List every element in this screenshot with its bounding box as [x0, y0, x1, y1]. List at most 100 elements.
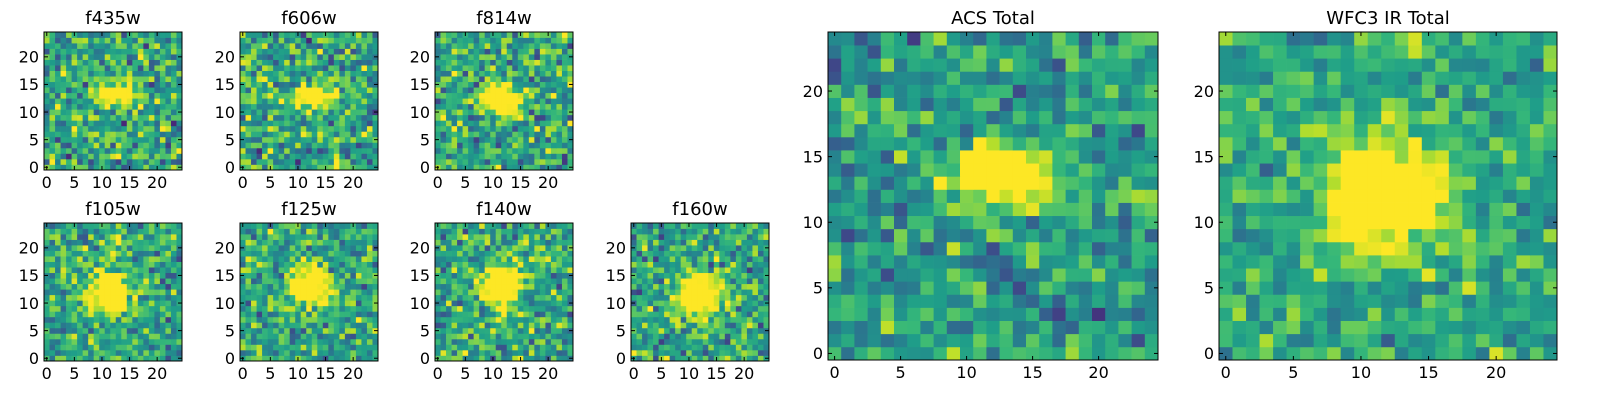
heatmap-cell	[82, 239, 89, 246]
heatmap-cell	[506, 81, 513, 88]
heatmap-cell	[539, 300, 546, 307]
heatmap-cell	[126, 120, 133, 127]
heatmap-cell	[642, 344, 648, 351]
heatmap-cell	[880, 241, 895, 256]
heatmap-cell	[642, 261, 648, 268]
heatmap-cell	[49, 125, 56, 132]
heatmap-cell	[355, 164, 362, 171]
heatmap-cell	[675, 283, 682, 290]
heatmap-cell	[561, 322, 568, 329]
heatmap-cell	[1026, 268, 1040, 282]
heatmap-cell	[512, 76, 519, 83]
heatmap-cell	[366, 338, 373, 345]
heatmap-cell	[719, 305, 726, 312]
heatmap-cell	[344, 131, 351, 138]
heatmap-cell	[457, 272, 463, 279]
heatmap-cell	[77, 349, 83, 356]
heatmap-cell	[295, 289, 302, 296]
heatmap-cell	[490, 333, 497, 340]
heatmap-cell	[66, 158, 72, 165]
heatmap-cell	[457, 278, 463, 285]
heatmap-cell	[435, 228, 441, 235]
heatmap-cell	[534, 305, 541, 312]
heatmap-cell	[702, 300, 709, 307]
heatmap-cell	[658, 338, 665, 345]
heatmap-cell	[697, 344, 704, 351]
heatmap-cell	[93, 349, 100, 356]
heatmap-cell	[262, 153, 268, 160]
heatmap-cell	[479, 158, 486, 165]
heatmap-cell	[484, 283, 491, 290]
heatmap-cell	[306, 131, 313, 138]
heatmap-cell	[680, 322, 687, 329]
heatmap-cell	[457, 114, 463, 121]
heatmap-cell	[735, 322, 742, 329]
heatmap-cell	[317, 120, 324, 127]
heatmap-cell	[894, 241, 908, 256]
heatmap-cell	[713, 338, 720, 345]
heatmap-cell	[137, 153, 144, 160]
heatmap-cell	[473, 153, 480, 160]
heatmap-cell	[148, 283, 155, 290]
heatmap-cell	[561, 131, 568, 138]
heatmap-cell	[1065, 241, 1080, 256]
heatmap-cell	[539, 223, 546, 229]
heatmap-cell	[289, 125, 296, 132]
heatmap-cell	[545, 333, 552, 340]
heatmap-cell	[1039, 346, 1053, 361]
heatmap-cell	[550, 136, 557, 143]
heatmap-cell	[137, 239, 144, 246]
heatmap-cell	[289, 87, 296, 94]
heatmap-cell	[506, 70, 513, 77]
heatmap-cell	[647, 305, 654, 312]
heatmap-cell	[372, 278, 379, 285]
heatmap-cell	[317, 283, 324, 290]
heatmap-cell	[512, 267, 519, 274]
heatmap-cell	[60, 294, 67, 301]
heatmap-cell	[550, 153, 557, 160]
heatmap-cell	[556, 305, 563, 312]
heatmap-cell	[741, 289, 748, 296]
heatmap-cell	[457, 158, 463, 165]
heatmap-cell	[741, 283, 748, 290]
heatmap-cell	[306, 338, 313, 345]
heatmap-cell	[484, 147, 491, 154]
heatmap-cell	[506, 333, 513, 340]
heatmap-cell	[1144, 176, 1159, 190]
heatmap-cell	[468, 327, 474, 334]
heatmap-cell	[251, 109, 257, 116]
heatmap-cell	[344, 316, 351, 323]
heatmap-cell	[435, 322, 441, 329]
heatmap-cell	[306, 43, 313, 49]
heatmap-cell	[567, 37, 574, 44]
heatmap-cell	[534, 109, 541, 116]
heatmap-cell	[512, 256, 519, 262]
heatmap-cell	[93, 147, 100, 154]
heatmap-cell	[121, 316, 128, 323]
heatmap-cell	[267, 120, 274, 127]
heatmap-cell	[435, 120, 441, 127]
heatmap-cell	[484, 355, 491, 362]
heatmap-cell	[328, 54, 335, 60]
heatmap-cell	[240, 250, 246, 257]
heatmap-cell	[311, 92, 318, 99]
heatmap-cell	[306, 327, 313, 334]
heatmap-cell	[328, 239, 335, 246]
heatmap-cell	[534, 333, 541, 340]
heatmap-cells-f160w	[631, 223, 770, 362]
heatmap-cell	[1118, 281, 1132, 295]
heatmap-cell	[468, 131, 474, 138]
heatmap-cell	[647, 327, 654, 334]
heatmap-cell	[752, 256, 759, 262]
heatmap-cell	[311, 136, 318, 143]
heatmap-cell	[490, 98, 497, 105]
heatmap-cell	[867, 202, 882, 217]
heatmap-cell	[495, 333, 502, 340]
heatmap-cell	[1092, 176, 1106, 190]
heatmap-cell	[262, 136, 268, 143]
heatmap-cell	[137, 147, 144, 154]
heatmap-cell	[724, 349, 731, 356]
heatmap-cell	[490, 54, 497, 60]
heatmap-cell	[528, 136, 535, 143]
heatmap-cell	[490, 239, 497, 246]
